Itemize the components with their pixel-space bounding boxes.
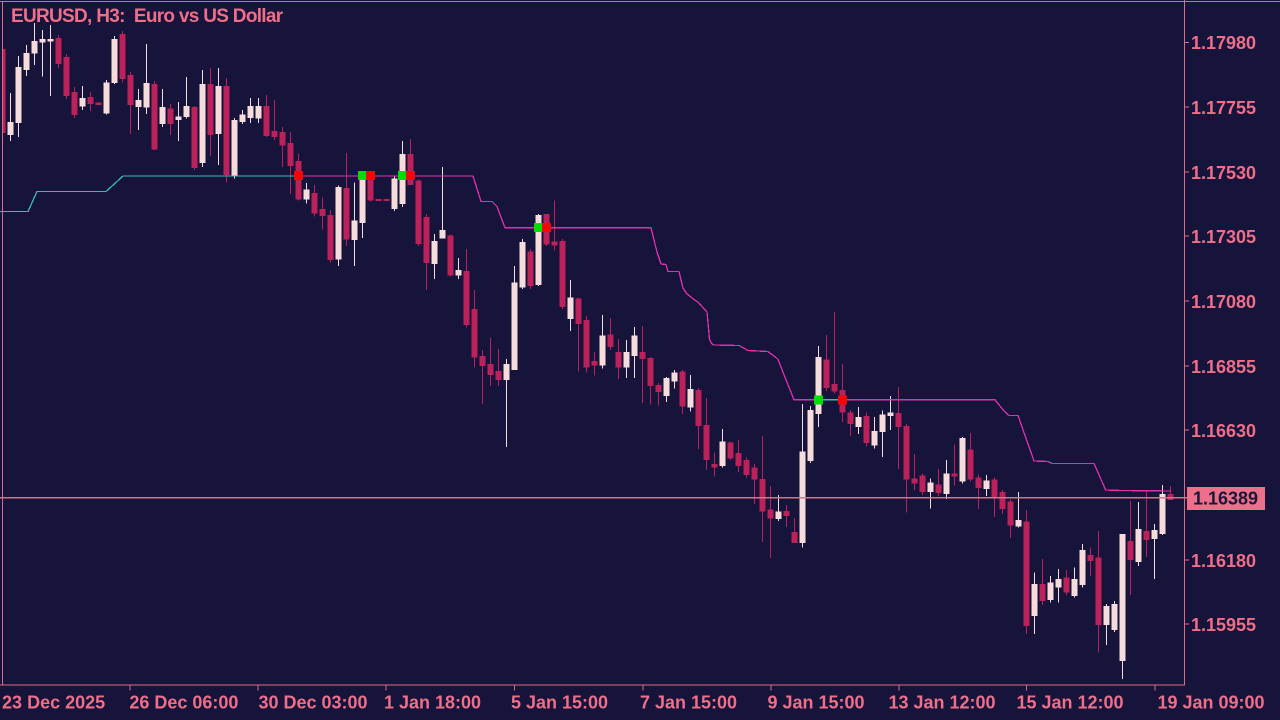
svg-text:EURUSD, H3: Euro vs US Dollar: EURUSD, H3: Euro vs US Dollar — [11, 6, 284, 27]
svg-text:7 Jan 15:00: 7 Jan 15:00 — [640, 693, 737, 713]
svg-text:1.16630: 1.16630 — [1191, 421, 1256, 441]
svg-text:26 Dec 06:00: 26 Dec 06:00 — [129, 693, 238, 713]
svg-text:1.17980: 1.17980 — [1191, 33, 1256, 53]
svg-text:1.16389: 1.16389 — [1193, 489, 1258, 509]
svg-text:1.16180: 1.16180 — [1191, 551, 1256, 571]
svg-text:30 Dec 03:00: 30 Dec 03:00 — [258, 693, 367, 713]
svg-text:1.17530: 1.17530 — [1191, 163, 1256, 183]
svg-text:9 Jan 15:00: 9 Jan 15:00 — [767, 693, 864, 713]
svg-text:1.15955: 1.15955 — [1191, 615, 1256, 635]
svg-text:1 Jan 18:00: 1 Jan 18:00 — [384, 693, 481, 713]
svg-text:15 Jan 12:00: 15 Jan 12:00 — [1016, 693, 1123, 713]
svg-text:13 Jan 12:00: 13 Jan 12:00 — [888, 693, 995, 713]
svg-text:1.16855: 1.16855 — [1191, 357, 1256, 377]
svg-text:5 Jan 15:00: 5 Jan 15:00 — [511, 693, 608, 713]
svg-text:1.17080: 1.17080 — [1191, 292, 1256, 312]
svg-text:23 Dec 2025: 23 Dec 2025 — [2, 693, 105, 713]
svg-text:19 Jan 09:00: 19 Jan 09:00 — [1157, 693, 1264, 713]
svg-text:1.17305: 1.17305 — [1191, 227, 1256, 247]
svg-text:1.17755: 1.17755 — [1191, 98, 1256, 118]
